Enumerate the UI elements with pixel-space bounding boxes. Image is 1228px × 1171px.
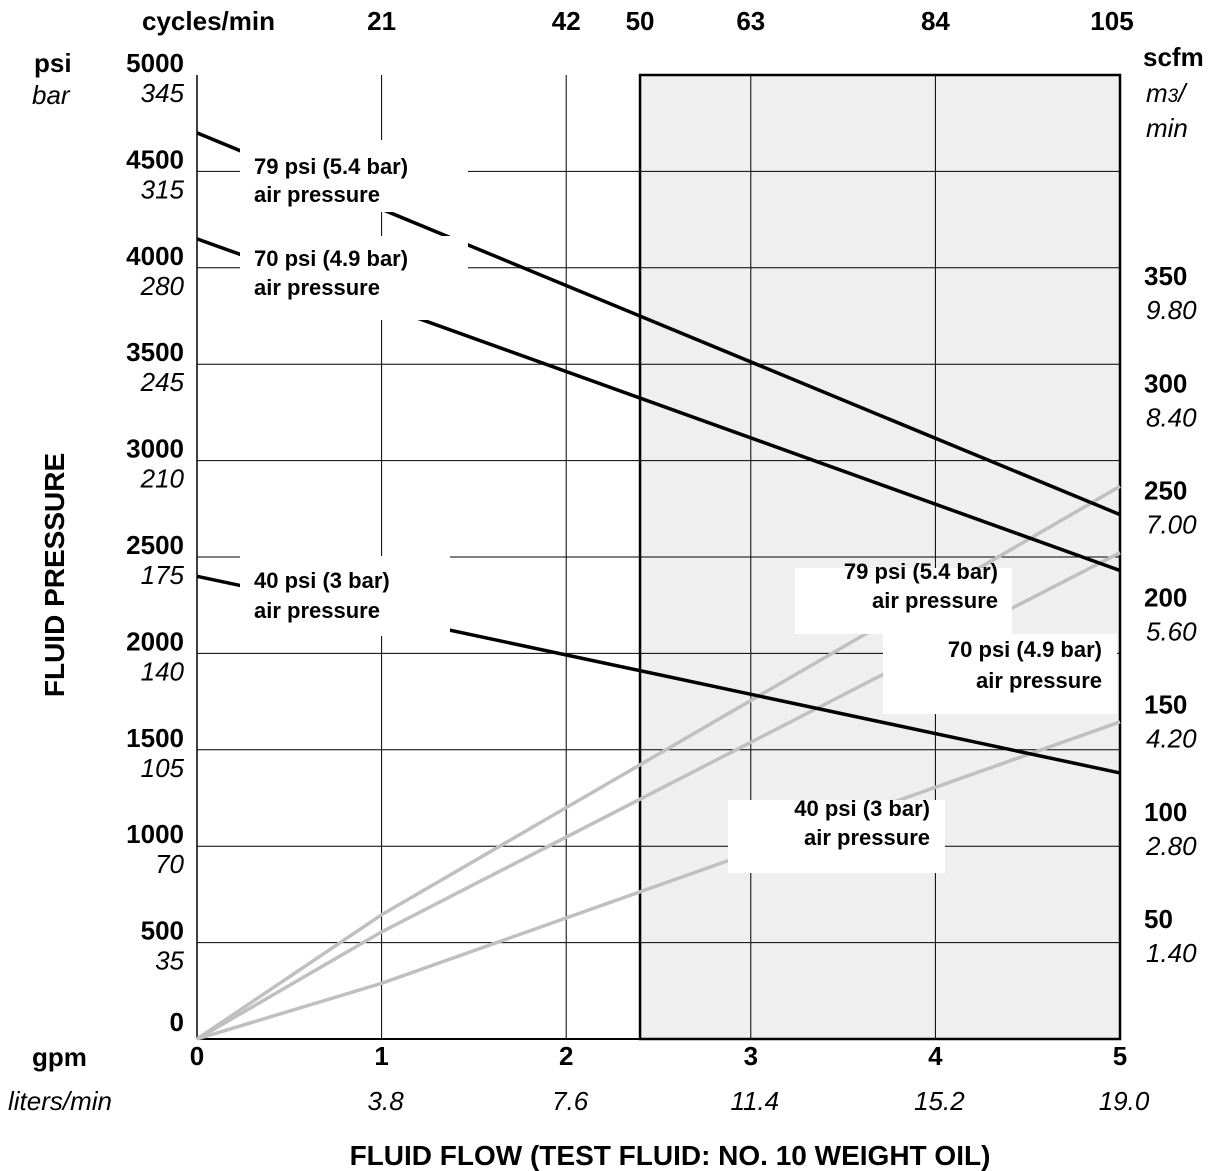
- y-tick-label: 4500: [126, 144, 184, 174]
- y2-unit-metric: m3/: [1146, 78, 1188, 108]
- x-tick-metric-label: 7.6: [552, 1086, 589, 1116]
- y2-tick-label: 50: [1144, 904, 1173, 934]
- x-tick-label: 4: [928, 1041, 943, 1071]
- air-label-40psi: 40 psi (3 bar) air pressure: [728, 796, 945, 873]
- pressure-label-79-line1: 79 psi (5.4 bar): [254, 154, 408, 179]
- y-tick-label: 1000: [126, 819, 184, 849]
- y-tick-metric-label: 105: [141, 753, 185, 783]
- y2-tick-label: 300: [1144, 368, 1187, 398]
- y-tick-metric-label: 35: [155, 946, 184, 976]
- x-tick-label: 3: [744, 1041, 758, 1071]
- y-tick-metric-label: 70: [155, 849, 184, 879]
- x-tick-metric-label: 15.2: [914, 1086, 965, 1116]
- air-label-79-line2: air pressure: [872, 588, 998, 613]
- y2-tick-metric-label: 9.80: [1146, 295, 1197, 325]
- air-label-70-line1: 70 psi (4.9 bar): [948, 637, 1102, 662]
- pressure-label-40-line2: air pressure: [254, 598, 380, 623]
- y2-tick-label: 100: [1144, 797, 1187, 827]
- pressure-label-79psi: 79 psi (5.4 bar) air pressure: [240, 140, 468, 212]
- y-tick-label: 0: [170, 1007, 184, 1037]
- air-label-70psi: 70 psi (4.9 bar) air pressure: [883, 634, 1117, 714]
- x-tick-label: 2: [559, 1041, 573, 1071]
- air-label-79-line1: 79 psi (5.4 bar): [844, 559, 998, 584]
- pressure-label-40psi: 40 psi (3 bar) air pressure: [240, 556, 450, 636]
- y2-tick-label: 200: [1144, 583, 1187, 613]
- y-tick-metric-label: 280: [140, 271, 185, 301]
- x-top-tick-label: 42: [552, 6, 581, 36]
- x-tick-metric-label: 11.4: [730, 1086, 779, 1116]
- y-tick-metric-label: 140: [141, 656, 185, 686]
- y-tick-label: 3000: [126, 434, 184, 464]
- y-tick-label: 4000: [126, 241, 184, 271]
- y2-tick-label: 150: [1144, 690, 1187, 720]
- y-tick-label: 1500: [126, 723, 184, 753]
- y-tick-label: 3500: [126, 337, 184, 367]
- y2-unit-metric-b: /: [1176, 78, 1188, 108]
- pressure-label-40-line1: 40 psi (3 bar): [254, 568, 390, 593]
- x-unit: gpm: [32, 1042, 87, 1072]
- x-tick-metric-label: 3.8: [368, 1086, 405, 1116]
- air-label-40-line1: 40 psi (3 bar): [794, 796, 930, 821]
- y-tick-metric-label: 315: [141, 174, 185, 204]
- x-top-unit: cycles/min: [142, 6, 275, 36]
- x-top-tick-label: 63: [736, 6, 765, 36]
- x-tick-label: 5: [1113, 1041, 1127, 1071]
- x-top-tick-label: 21: [367, 6, 396, 36]
- y-tick-metric-label: 345: [141, 78, 185, 108]
- y2-unit-metric-a: m: [1146, 78, 1168, 108]
- x-tick-label: 0: [190, 1041, 204, 1071]
- tick-labels: 0500351000701500105200014025001753000210…: [126, 6, 1197, 1116]
- y2-tick-metric-label: 8.40: [1146, 402, 1197, 432]
- y2-tick-metric-label: 2.80: [1145, 831, 1197, 861]
- x-tick-label: 1: [374, 1041, 388, 1071]
- x-tick-metric-label: 19.0: [1099, 1086, 1150, 1116]
- y2-unit-metric-sup: 3: [1168, 86, 1179, 107]
- x-top-tick-label: 84: [921, 6, 950, 36]
- shaded-region-border: [638, 73, 1122, 1041]
- air-label-40-line2: air pressure: [804, 825, 930, 850]
- y-tick-label: 5000: [126, 48, 184, 78]
- y-tick-metric-label: 210: [140, 464, 185, 494]
- y-tick-label: 2500: [126, 530, 184, 560]
- pressure-label-70-line1: 70 psi (4.9 bar): [254, 246, 408, 271]
- y-unit-metric: bar: [32, 80, 71, 110]
- y-tick-label: 500: [141, 916, 184, 946]
- x-unit-metric: liters/min: [8, 1086, 112, 1116]
- y-unit: psi: [34, 48, 72, 78]
- y2-tick-label: 350: [1144, 261, 1187, 291]
- y2-unit-metric-2: min: [1146, 113, 1188, 143]
- y2-tick-label: 250: [1144, 475, 1187, 505]
- x-top-tick-label: 105: [1090, 6, 1133, 36]
- air-label-70-line2: air pressure: [976, 668, 1102, 693]
- pressure-label-70psi: 70 psi (4.9 bar) air pressure: [240, 236, 468, 320]
- air-line-1: [196, 551, 1121, 1041]
- pressure-label-79-line2: air pressure: [254, 182, 380, 207]
- pressure-label-70-line2: air pressure: [254, 275, 380, 300]
- y2-tick-metric-label: 5.60: [1146, 617, 1197, 647]
- air-label-79psi: 79 psi (5.4 bar) air pressure: [795, 559, 1012, 634]
- y-tick-label: 2000: [126, 626, 184, 656]
- y2-tick-metric-label: 4.20: [1146, 724, 1197, 754]
- y-axis-title: FLUID PRESSURE: [39, 453, 70, 697]
- y2-tick-metric-label: 1.40: [1146, 938, 1197, 968]
- x-axis-title: FLUID FLOW (TEST FLUID: NO. 10 WEIGHT OI…: [350, 1140, 991, 1171]
- y2-unit: scfm: [1143, 42, 1204, 72]
- y-tick-metric-label: 245: [140, 367, 185, 397]
- y-tick-metric-label: 175: [141, 560, 185, 590]
- y2-tick-metric-label: 7.00: [1146, 509, 1197, 539]
- x-top-tick-label: 50: [626, 6, 655, 36]
